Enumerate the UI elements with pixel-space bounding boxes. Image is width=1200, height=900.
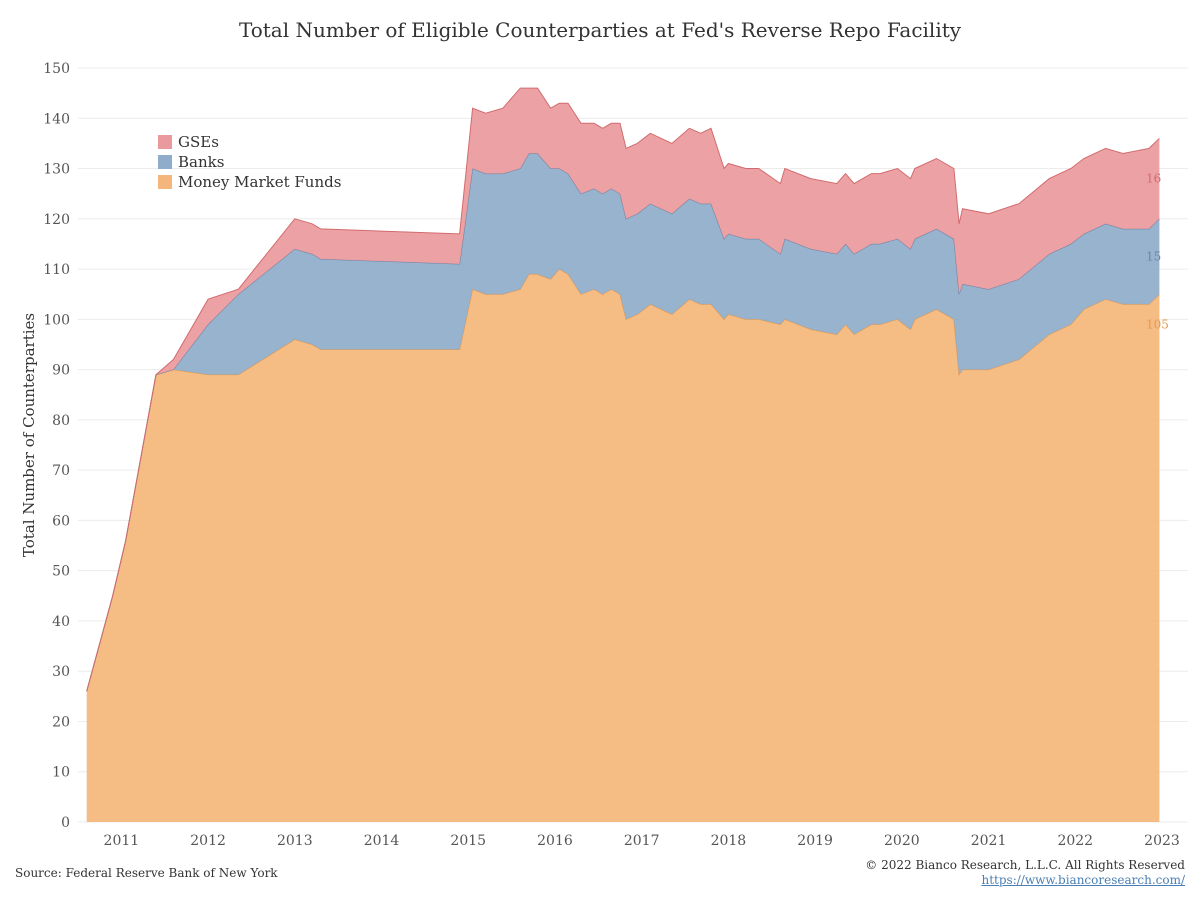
x-tick-label-2016: 2016 xyxy=(537,833,573,849)
end-label-gses: 16 xyxy=(1146,172,1161,186)
x-tick-label-2012: 2012 xyxy=(190,833,226,849)
x-tick-label-2022: 2022 xyxy=(1057,833,1093,849)
x-tick-label-2014: 2014 xyxy=(364,833,400,849)
area-gses xyxy=(86,88,1160,692)
source-note: Source: Federal Reserve Bank of New York xyxy=(15,866,278,880)
y-tick-label-70: 70 xyxy=(52,463,70,479)
y-tick-label-50: 50 xyxy=(52,564,70,580)
x-tick-label-2017: 2017 xyxy=(624,833,660,849)
y-tick-label-80: 80 xyxy=(52,413,70,429)
y-tick-label-30: 30 xyxy=(52,664,70,680)
chart-title: Total Number of Eligible Counterparties … xyxy=(238,18,962,42)
area-banks xyxy=(86,153,1160,692)
legend: GSEs Banks Money Market Funds xyxy=(158,133,341,191)
x-tick-label-2020: 2020 xyxy=(884,833,920,849)
area-layer xyxy=(86,87,1160,823)
area-money-market-funds xyxy=(86,269,1160,823)
x-tick-label-2019: 2019 xyxy=(797,833,833,849)
axis-layer: 0 10 20 30 40 50 60 70 80 90 100 110 120 130 140 150 201… xyxy=(43,61,1180,849)
y-tick-label-40: 40 xyxy=(52,614,70,630)
x-tick-label-2018: 2018 xyxy=(711,833,747,849)
legend-label-money-market-funds: Money Market Funds xyxy=(178,173,341,191)
y-tick-label-140: 140 xyxy=(43,111,70,127)
y-tick-label-60: 60 xyxy=(52,513,70,529)
legend-swatch-banks xyxy=(158,155,172,169)
y-tick-label-10: 10 xyxy=(52,765,70,781)
legend-swatch-gses xyxy=(158,135,172,149)
x-tick-label-2015: 2015 xyxy=(450,833,486,849)
x-tick-label-2021: 2021 xyxy=(971,833,1007,849)
y-tick-label-130: 130 xyxy=(43,162,70,178)
legend-label-banks: Banks xyxy=(178,153,224,171)
x-tick-label-2013: 2013 xyxy=(277,833,313,849)
x-tick-label-2023: 2023 xyxy=(1144,833,1180,849)
copyright-note: © 2022 Bianco Research, L.L.C. All Right… xyxy=(865,858,1185,872)
y-tick-label-90: 90 xyxy=(52,363,70,379)
end-label-money-market-funds: 105 xyxy=(1146,317,1169,331)
end-labels: 16 15 105 xyxy=(1146,172,1169,332)
y-tick-label-120: 120 xyxy=(43,212,70,228)
line-gses xyxy=(86,87,1160,692)
end-label-banks: 15 xyxy=(1146,250,1161,264)
y-tick-label-150: 150 xyxy=(43,61,70,77)
website-link[interactable]: https://www.biancoresearch.com/ xyxy=(981,873,1185,887)
y-tick-label-110: 110 xyxy=(43,262,70,278)
y-axis-title: Total Number of Counterparties xyxy=(20,313,38,557)
legend-swatch-money-market-funds xyxy=(158,175,172,189)
y-tick-label-100: 100 xyxy=(43,312,70,328)
legend-label-gses: GSEs xyxy=(178,133,219,151)
x-tick-label-2011: 2011 xyxy=(104,833,140,849)
y-tick-label-20: 20 xyxy=(52,714,70,730)
y-tick-label-0: 0 xyxy=(61,815,70,831)
